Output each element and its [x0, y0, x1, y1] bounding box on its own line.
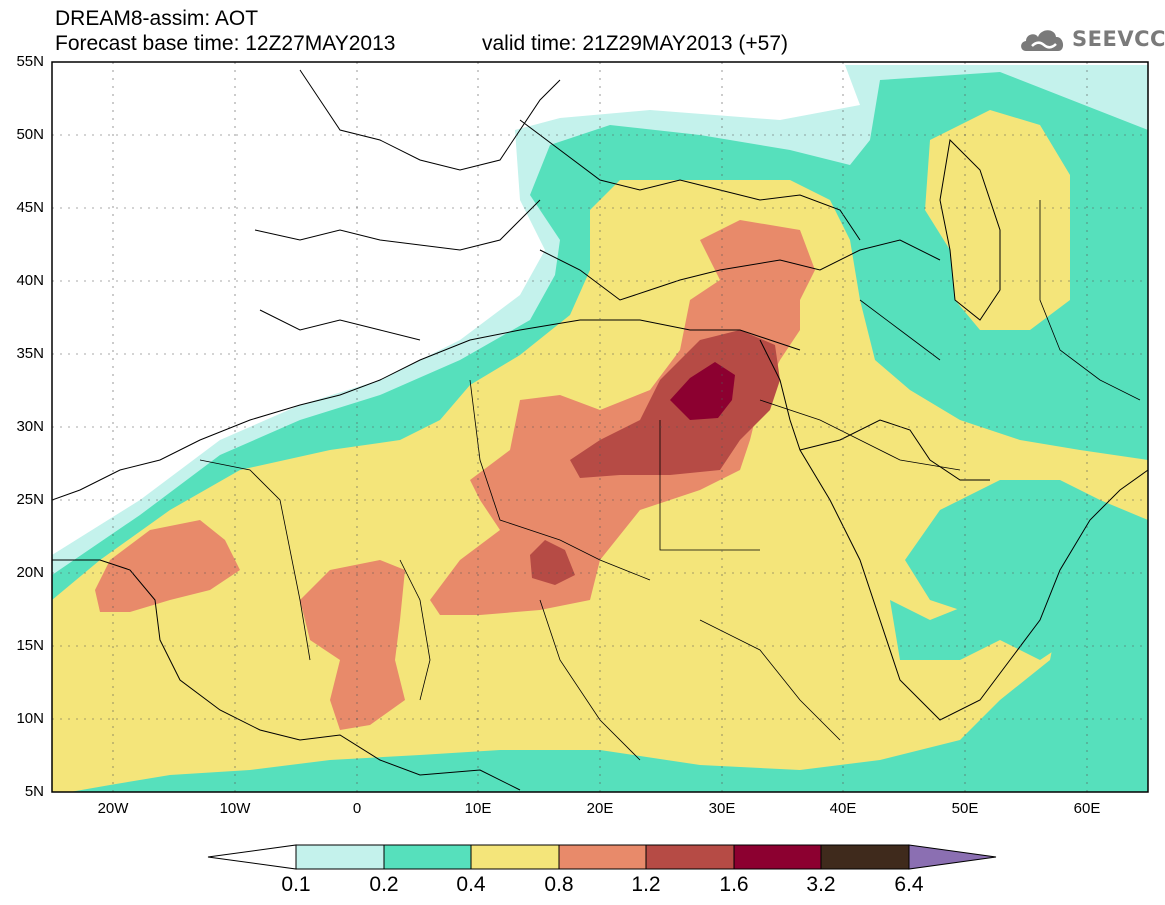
colorbar: [207, 844, 997, 870]
lat-tick-30n: 30N: [16, 418, 44, 435]
country-borders: [199, 200, 1141, 761]
lon-tick-20e: 20E: [586, 800, 614, 817]
lon-tick-10e: 10E: [464, 800, 492, 817]
lat-tick-25n: 25N: [16, 491, 44, 508]
colorbar-bin-3-2: [820, 844, 910, 870]
lat-tick-45n: 45N: [16, 199, 44, 216]
map-border: [51, 61, 1149, 793]
aot-band-0-2-horn: [890, 600, 1000, 660]
map-title: DREAM8-assim: AOT: [55, 7, 259, 30]
aot-band-0-4-central-asia: [925, 110, 1070, 330]
seevccc-logo: SEEVCCC: [1018, 24, 1165, 54]
colorbar-bin-1-6: [733, 844, 822, 870]
aot-band-0-8-main: [430, 220, 815, 615]
valid-time: valid time: 21Z29MAY2013 (+57): [482, 32, 789, 55]
aot-band-0-8-niger: [300, 560, 405, 730]
colorbar-label-1-6: 1.6: [719, 873, 749, 896]
colorbar-bin-0-2: [383, 844, 472, 870]
colorbar-high-arrow: [908, 844, 997, 870]
colorbar-low-arrow: [207, 844, 297, 870]
colorbar-label-1-2: 1.2: [631, 873, 661, 896]
colorbar-label-6-4: 6.4: [894, 873, 924, 896]
aot-band-1-6: [670, 362, 735, 420]
colorbar-bin-0-4: [470, 844, 560, 870]
colorbar-bin-0-1: [295, 844, 385, 870]
colorbar-label-0-4: 0.4: [456, 873, 486, 896]
lat-tick-35n: 35N: [16, 345, 44, 362]
colorbar-label-0-1: 0.1: [281, 873, 311, 896]
cloud-icon: [1021, 30, 1064, 51]
lon-tick-50e: 50E: [951, 800, 979, 817]
lat-tick-40n: 40N: [16, 272, 44, 289]
lat-tick-55n: 55N: [16, 53, 44, 70]
aot-band-1-2-chad: [530, 540, 575, 585]
lon-tick-30e: 30E: [708, 800, 736, 817]
colorbar-label-0-2: 0.2: [369, 873, 399, 896]
aot-band-0-8-west-africa: [95, 520, 240, 612]
lat-tick-50n: 50N: [16, 126, 44, 143]
lat-tick-10n: 10N: [16, 710, 44, 727]
lat-tick-20n: 20N: [16, 564, 44, 581]
lon-tick-60e: 60E: [1073, 800, 1101, 817]
forecast-base-time: Forecast base time: 12Z27MAY2013: [55, 32, 396, 55]
aot-contour-fields: [52, 62, 1148, 792]
logo-text: SEEVCCC: [1072, 27, 1165, 51]
lon-tick-20w: 20W: [97, 800, 129, 817]
colorbar-label-3-2: 3.2: [806, 873, 836, 896]
colorbar-label-0-8: 0.8: [544, 873, 574, 896]
lat-tick-5n: 5N: [24, 783, 44, 800]
lon-tick-40e: 40E: [829, 800, 857, 817]
coastlines: [52, 69, 1148, 791]
lon-tick-10w: 10W: [219, 800, 251, 817]
lat-lon-grid: [52, 62, 1148, 792]
lat-tick-15n: 15N: [16, 637, 44, 654]
lon-tick-0: 0: [352, 800, 362, 817]
colorbar-bin-1-2: [645, 844, 735, 870]
colorbar-bin-0-8: [558, 844, 647, 870]
